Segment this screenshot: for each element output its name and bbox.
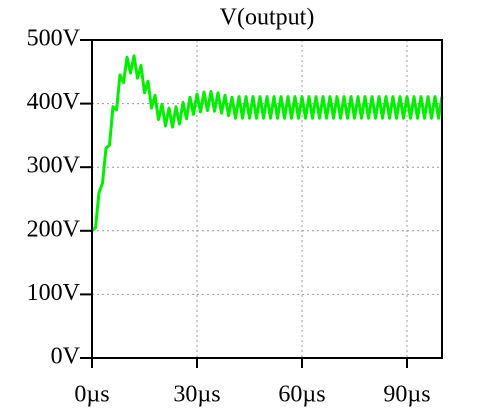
x-tick-label: 60µs (278, 382, 325, 408)
plot-frame (91, 39, 443, 359)
y-tick-label: 300V (27, 153, 81, 179)
y-tick-label: 100V (27, 280, 81, 306)
y-tick-label: 500V (27, 26, 81, 52)
line (90, 54, 444, 232)
x-tick-label: 0µs (74, 382, 109, 408)
y-tick-label: 200V (27, 216, 81, 242)
x-tick-label: 90µs (383, 382, 430, 408)
y-tick-label: 0V (51, 344, 81, 370)
x-tick-label: 30µs (173, 382, 220, 408)
y-tick-label: 400V (27, 89, 81, 115)
chart-title: V(output) (220, 5, 315, 31)
